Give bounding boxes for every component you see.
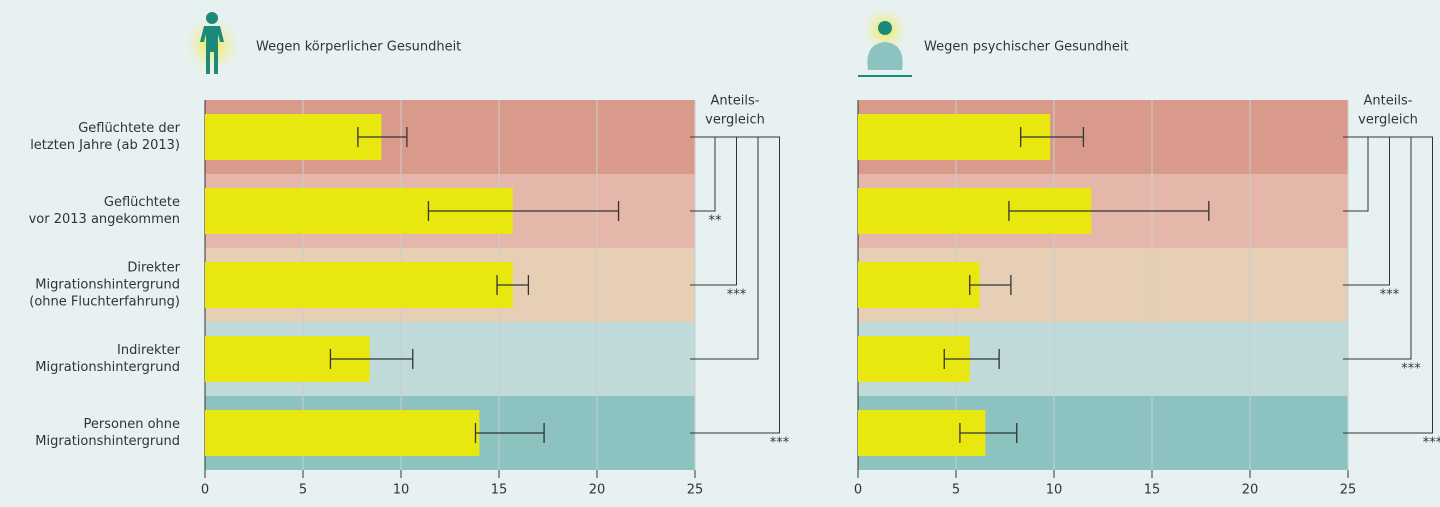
category-label: Personen ohne	[84, 417, 180, 432]
annotation: Anteils-	[1364, 94, 1413, 109]
category-label: (ohne Fluchterfahrung)	[29, 295, 180, 310]
comparison-bracket	[690, 136, 780, 434]
x-tick-label: 15	[491, 483, 508, 498]
significance-label: ***	[1401, 362, 1421, 377]
error-bar	[427, 201, 620, 221]
bar	[858, 262, 980, 308]
x-tick-label: 15	[1144, 483, 1161, 498]
error-bar	[969, 275, 1012, 295]
significance-label: **	[709, 214, 723, 229]
significance-label: ***	[727, 288, 747, 303]
category-label: Geflüchtete der	[78, 121, 180, 136]
error-bar	[1008, 201, 1210, 221]
category-label: Migrationshintergrund	[35, 360, 180, 375]
bar	[205, 114, 382, 160]
comparison-bracket	[1343, 136, 1433, 434]
error-bar	[496, 275, 530, 295]
annotation: vergleich	[705, 113, 765, 128]
x-tick-label: 20	[589, 483, 606, 498]
icon-body	[180, 12, 244, 77]
error-bar	[943, 349, 1000, 369]
x-tick-label: 5	[299, 483, 307, 498]
category-label: Indirekter	[117, 343, 181, 358]
chart-title: Wegen körperlicher Gesundheit	[256, 40, 461, 55]
x-tick-label: 0	[201, 483, 209, 498]
x-tick-label: 0	[854, 483, 862, 498]
error-bar	[357, 127, 408, 147]
x-tick-label: 25	[687, 483, 704, 498]
significance-label: ***	[1423, 436, 1440, 451]
error-bar	[474, 423, 545, 443]
x-tick-label: 25	[1340, 483, 1357, 498]
annotation: vergleich	[1358, 113, 1418, 128]
category-label: Direkter	[127, 261, 180, 276]
x-tick-label: 10	[393, 483, 410, 498]
x-tick-label: 10	[1046, 483, 1063, 498]
icon-mind	[858, 4, 912, 77]
x-tick-label: 5	[952, 483, 960, 498]
comparison-bracket	[690, 136, 759, 360]
bar	[205, 262, 513, 308]
category-label: Migrationshintergrund	[35, 434, 180, 449]
error-bar	[1020, 127, 1085, 147]
significance-label: ***	[770, 436, 790, 451]
category-label: letzten Jahre (ab 2013)	[30, 138, 180, 153]
significance-label: ***	[1380, 288, 1400, 303]
chart-title: Wegen psychischer Gesundheit	[924, 40, 1129, 55]
category-label: Migrationshintergrund	[35, 278, 180, 293]
x-tick-label: 20	[1242, 483, 1259, 498]
bar	[858, 114, 1051, 160]
error-bar	[959, 423, 1018, 443]
category-label: vor 2013 angekommen	[29, 212, 180, 227]
category-label: Geflüchtete	[104, 195, 180, 210]
bar	[205, 410, 480, 456]
annotation: Anteils-	[711, 94, 760, 109]
error-bar	[329, 349, 414, 369]
comparison-bracket	[1343, 136, 1412, 360]
